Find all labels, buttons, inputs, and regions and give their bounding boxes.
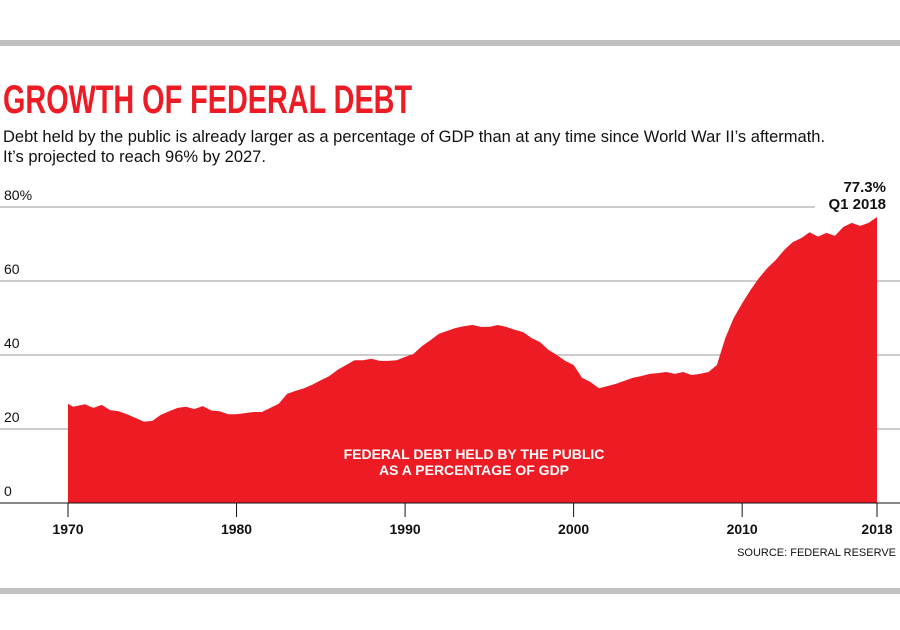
y-tick-label: 60	[4, 261, 20, 277]
x-tick-label: 2000	[558, 521, 589, 537]
annotation-value: 77.3%	[843, 179, 886, 196]
chart-subtitle: Debt held by the public is already large…	[3, 127, 825, 167]
chart-title: GROWTH OF FEDERAL DEBT	[3, 78, 413, 122]
bottom-rule	[0, 588, 900, 594]
annotation-period: Q1 2018	[828, 196, 886, 213]
x-tick-label: 1970	[52, 521, 83, 537]
y-tick-label: 0	[4, 483, 12, 499]
y-tick-label: 80%	[4, 187, 32, 203]
debt-area	[68, 217, 877, 503]
x-tick-label: 1990	[390, 521, 421, 537]
series-label-line-2: AS A PERCENTAGE OF GDP	[379, 462, 569, 478]
source-note: SOURCE: FEDERAL RESERVE	[737, 547, 896, 559]
top-rule	[0, 40, 900, 46]
subtitle-line: Debt held by the public is already large…	[3, 128, 826, 146]
subtitle-line: It’s projected to reach 96% by 2027.	[3, 148, 266, 166]
x-tick-label: 2018	[861, 521, 892, 537]
y-tick-label: 20	[4, 409, 20, 425]
y-tick-label: 40	[4, 335, 20, 351]
x-tick-label: 2010	[727, 521, 758, 537]
x-tick-label: 1980	[221, 521, 252, 537]
series-label-line-1: FEDERAL DEBT HELD BY THE PUBLIC	[344, 446, 605, 462]
